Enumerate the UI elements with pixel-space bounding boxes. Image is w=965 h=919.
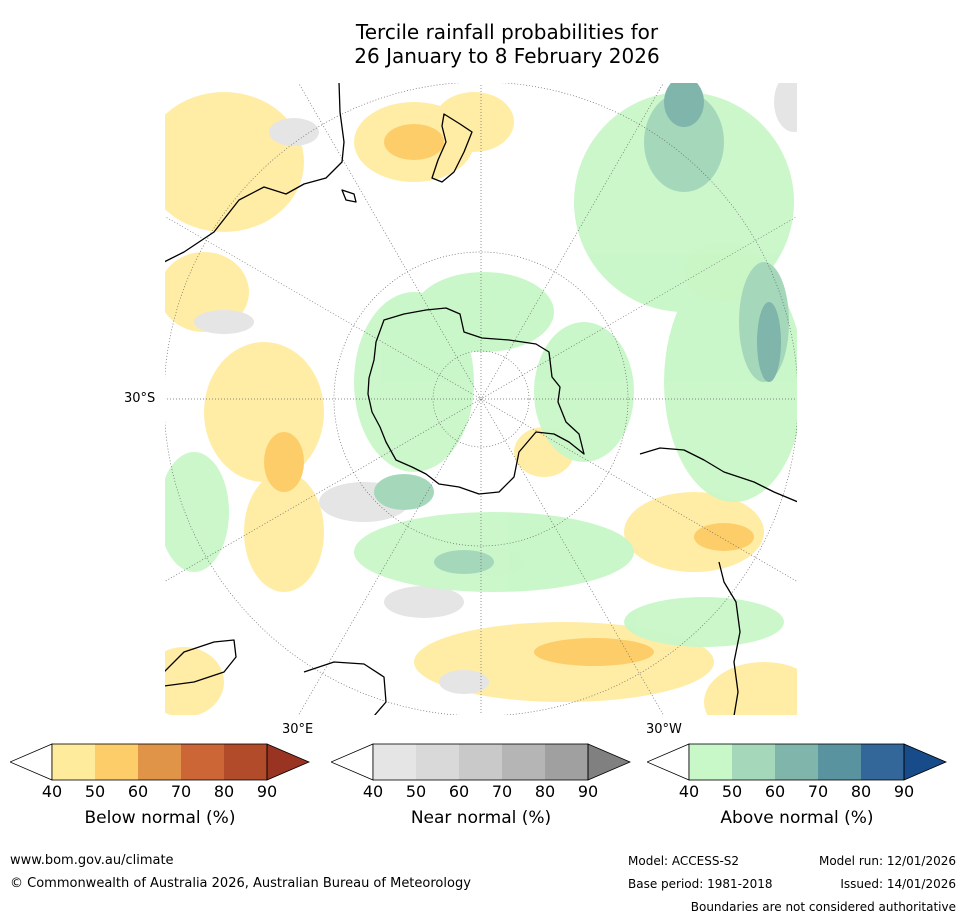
graticule xyxy=(164,82,798,716)
colorbar-above-normal xyxy=(647,743,947,781)
colorbar-near-frame xyxy=(372,743,589,781)
colorbar-above-extend-low xyxy=(647,743,690,781)
colorbar-below-swatch-2 xyxy=(95,744,138,780)
colorbar-near-extend-high xyxy=(587,743,631,781)
lon-label-30w: 30°W xyxy=(646,722,682,737)
colorbar-below-extend-high xyxy=(266,743,310,781)
tasmania-coast xyxy=(341,189,357,203)
colorbar-above-tick: 60 xyxy=(764,782,786,801)
colorbar-below-tick: 70 xyxy=(170,782,192,801)
colorbar-above-frame xyxy=(688,743,905,781)
south-america-coast xyxy=(639,447,798,503)
australia-coast xyxy=(164,82,345,263)
madagascar-coast xyxy=(303,661,387,716)
colorbar-above-swatch-2 xyxy=(732,744,775,780)
africa-coast xyxy=(164,639,237,687)
colorbar-below-tick: 60 xyxy=(127,782,149,801)
colorbar-near-tick: 90 xyxy=(577,782,599,801)
colorbar-near-swatch-4 xyxy=(502,744,545,780)
colorbar-below-tick: 50 xyxy=(84,782,106,801)
colorbar-above-swatch-1 xyxy=(689,744,732,780)
colorbar-near-swatch-5 xyxy=(545,744,588,780)
colorbar-near-label: Near normal (%) xyxy=(410,808,552,828)
title-line-2: 26 January to 8 February 2026 xyxy=(354,44,660,68)
colorbar-near-swatch-3 xyxy=(459,744,502,780)
colorbar-below-normal-svg xyxy=(10,743,310,781)
colorbar-near-tick: 40 xyxy=(362,782,384,801)
lon-label-30e: 30°E xyxy=(282,722,314,737)
colorbar-above-tick: 50 xyxy=(721,782,743,801)
colorbar-below-tick: 40 xyxy=(41,782,63,801)
footer-website: www.bom.gov.au/climate xyxy=(10,853,174,868)
map-title: Tercile rainfall probabilities for 26 Ja… xyxy=(0,20,965,68)
below-normal-strong-shading xyxy=(264,124,754,666)
colorbar-below-normal xyxy=(10,743,310,781)
colorbar-above-tick: 90 xyxy=(893,782,915,801)
title-line-1: Tercile rainfall probabilities for xyxy=(355,20,659,44)
colorbar-above-swatch-5 xyxy=(861,744,904,780)
colorbar-near-tick: 60 xyxy=(448,782,470,801)
colorbar-above-label: Above normal (%) xyxy=(720,808,874,828)
colorbar-below-extend-low xyxy=(10,743,53,781)
lat-label-30s: 30°S xyxy=(124,391,156,406)
colorbar-above-tick: 80 xyxy=(850,782,872,801)
colorbar-below-tick: 80 xyxy=(213,782,235,801)
new-zealand-coast xyxy=(431,113,473,183)
colorbar-above-tick: 40 xyxy=(678,782,700,801)
colorbar-near-extend-low xyxy=(331,743,374,781)
footer-base-period: Base period: 1981-2018 xyxy=(628,877,773,891)
colorbar-above-tick: 70 xyxy=(807,782,829,801)
footer-model-run: Model run: 12/01/2026 xyxy=(818,854,956,868)
above-normal-shading xyxy=(164,92,798,647)
colorbar-below-tick: 90 xyxy=(256,782,278,801)
above-normal-stronger-shading xyxy=(664,82,781,382)
colorbar-above-swatch-4 xyxy=(818,744,861,780)
colorbar-below-label: Below normal (%) xyxy=(84,808,236,828)
footer-disclaimer: Boundaries are not considered authoritat… xyxy=(690,900,956,914)
coastlines xyxy=(164,82,798,716)
colorbar-near-tick: 80 xyxy=(534,782,556,801)
colorbar-below-frame xyxy=(51,743,268,781)
south-america-east-coast xyxy=(718,561,741,716)
colorbar-near-normal xyxy=(331,743,631,781)
polar-map xyxy=(164,82,798,716)
colorbar-near-tick: 50 xyxy=(405,782,427,801)
footer-copyright: © Commonwealth of Australia 2026, Austra… xyxy=(10,876,471,891)
polar-map-svg xyxy=(164,82,798,716)
colorbar-below-swatch-1 xyxy=(52,744,95,780)
footer-issued: Issued: 14/01/2026 xyxy=(840,877,956,891)
colorbar-above-swatch-3 xyxy=(775,744,818,780)
colorbar-near-swatch-1 xyxy=(373,744,416,780)
colorbar-near-normal-svg xyxy=(331,743,631,781)
colorbar-near-swatch-2 xyxy=(416,744,459,780)
colorbar-below-swatch-4 xyxy=(181,744,224,780)
antarctica-coast xyxy=(367,307,585,495)
map-frame xyxy=(164,82,798,716)
colorbar-above-normal-svg xyxy=(647,743,947,781)
colorbar-below-swatch-3 xyxy=(138,744,181,780)
colorbar-below-swatch-5 xyxy=(224,744,267,780)
colorbar-above-extend-high xyxy=(903,743,947,781)
footer-model: Model: ACCESS-S2 xyxy=(628,854,740,868)
colorbar-near-tick: 70 xyxy=(491,782,513,801)
